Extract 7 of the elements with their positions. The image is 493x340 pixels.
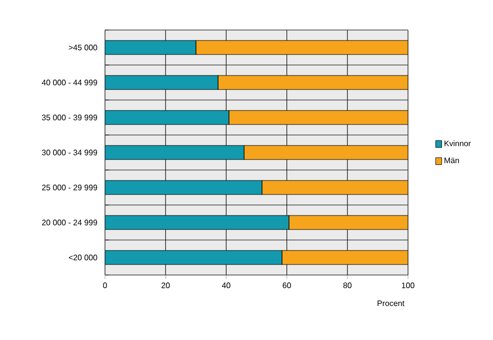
bar: [105, 145, 244, 160]
bar: [105, 180, 262, 195]
bar: [105, 40, 196, 55]
bar: [105, 215, 290, 230]
bar: [105, 110, 230, 125]
bar: [105, 75, 218, 90]
bar: [105, 250, 282, 265]
